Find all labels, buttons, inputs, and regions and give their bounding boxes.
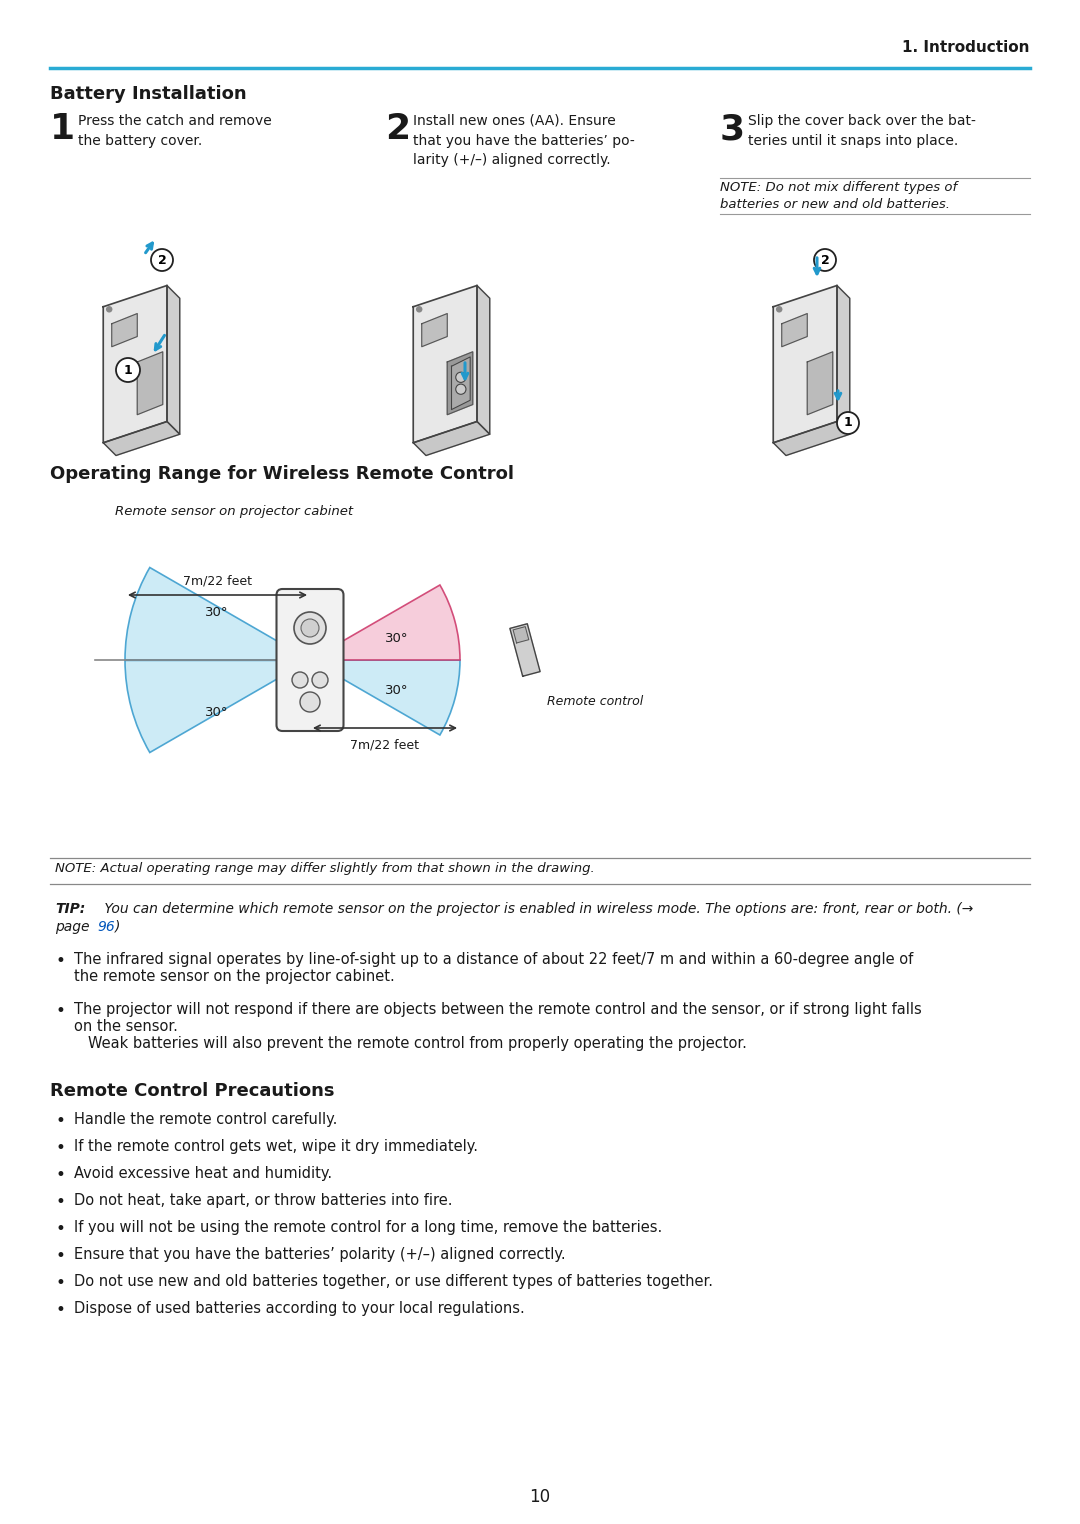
- Text: Remote sensor on projector cabinet: Remote sensor on projector cabinet: [114, 504, 353, 518]
- Polygon shape: [422, 314, 447, 346]
- Text: 3: 3: [720, 111, 745, 146]
- Text: •: •: [55, 1221, 65, 1237]
- Text: Operating Range for Wireless Remote Control: Operating Range for Wireless Remote Cont…: [50, 465, 514, 483]
- Polygon shape: [104, 422, 179, 456]
- Polygon shape: [137, 352, 163, 415]
- Text: 1: 1: [843, 416, 852, 430]
- Text: The infrared signal operates by line-of-sight up to a distance of about 22 feet/: The infrared signal operates by line-of-…: [75, 952, 914, 968]
- Circle shape: [151, 248, 173, 271]
- Circle shape: [417, 306, 422, 312]
- Circle shape: [294, 613, 326, 645]
- Polygon shape: [104, 285, 167, 443]
- Text: Do not heat, take apart, or throw batteries into fire.: Do not heat, take apart, or throw batter…: [75, 1193, 453, 1209]
- Polygon shape: [414, 285, 477, 443]
- Text: TIP:: TIP:: [55, 902, 85, 916]
- Text: •: •: [55, 1274, 65, 1292]
- Text: •: •: [55, 1001, 65, 1020]
- Text: NOTE: Do not mix different types of
batteries or new and old batteries.: NOTE: Do not mix different types of batt…: [720, 181, 957, 212]
- Circle shape: [312, 672, 328, 687]
- Wedge shape: [310, 585, 460, 660]
- Text: Remote control: Remote control: [546, 695, 644, 709]
- Circle shape: [300, 692, 320, 712]
- Text: Dispose of used batteries according to your local regulations.: Dispose of used batteries according to y…: [75, 1301, 525, 1317]
- Text: The projector will not respond if there are objects between the remote control a: The projector will not respond if there …: [75, 1001, 921, 1017]
- Text: 1: 1: [123, 364, 133, 376]
- FancyBboxPatch shape: [276, 588, 343, 732]
- Text: Ensure that you have the batteries’ polarity (+/–) aligned correctly.: Ensure that you have the batteries’ pola…: [75, 1247, 566, 1262]
- Text: Weak batteries will also prevent the remote control from properly operating the : Weak batteries will also prevent the rem…: [87, 1036, 747, 1052]
- Text: 10: 10: [529, 1487, 551, 1506]
- Text: the remote sensor on the projector cabinet.: the remote sensor on the projector cabin…: [75, 969, 395, 985]
- Circle shape: [777, 306, 782, 312]
- Text: NOTE: Actual operating range may differ slightly from that shown in the drawing.: NOTE: Actual operating range may differ …: [55, 863, 595, 875]
- Text: 2: 2: [384, 111, 410, 146]
- Wedge shape: [125, 660, 310, 753]
- Text: •: •: [55, 1301, 65, 1318]
- Wedge shape: [125, 567, 310, 660]
- Polygon shape: [414, 422, 489, 456]
- Wedge shape: [310, 660, 460, 735]
- Circle shape: [301, 619, 319, 637]
- Polygon shape: [167, 285, 179, 434]
- Text: •: •: [55, 1247, 65, 1265]
- Polygon shape: [782, 314, 807, 346]
- Polygon shape: [773, 422, 850, 456]
- Polygon shape: [510, 623, 540, 677]
- Text: Press the catch and remove
the battery cover.: Press the catch and remove the battery c…: [78, 114, 272, 148]
- Text: Remote Control Precautions: Remote Control Precautions: [50, 1082, 335, 1100]
- Polygon shape: [111, 314, 137, 346]
- Text: •: •: [55, 1193, 65, 1212]
- Text: 30°: 30°: [384, 631, 408, 645]
- Polygon shape: [451, 357, 470, 410]
- Circle shape: [814, 248, 836, 271]
- Text: 7m/22 feet: 7m/22 feet: [183, 575, 252, 587]
- Text: 2: 2: [158, 253, 166, 267]
- Polygon shape: [807, 352, 833, 415]
- Text: 2: 2: [821, 253, 829, 267]
- Text: 30°: 30°: [384, 683, 408, 696]
- Polygon shape: [447, 352, 473, 415]
- Polygon shape: [477, 285, 489, 434]
- Text: Handle the remote control carefully.: Handle the remote control carefully.: [75, 1113, 337, 1128]
- Text: If the remote control gets wet, wipe it dry immediately.: If the remote control gets wet, wipe it …: [75, 1138, 478, 1154]
- Text: 7m/22 feet: 7m/22 feet: [351, 738, 419, 751]
- Circle shape: [456, 372, 465, 383]
- Text: 30°: 30°: [205, 605, 229, 619]
- Polygon shape: [513, 626, 529, 643]
- Text: 1: 1: [50, 111, 76, 146]
- Text: 1. Introduction: 1. Introduction: [903, 40, 1030, 55]
- Text: on the sensor.: on the sensor.: [75, 1020, 178, 1033]
- Circle shape: [292, 672, 308, 687]
- Text: 96: 96: [97, 920, 114, 934]
- Polygon shape: [837, 285, 850, 434]
- Text: Do not use new and old batteries together, or use different types of batteries t: Do not use new and old batteries togethe…: [75, 1274, 713, 1289]
- Text: page: page: [55, 920, 94, 934]
- Text: Slip the cover back over the bat-
teries until it snaps into place.: Slip the cover back over the bat- teries…: [748, 114, 976, 148]
- Circle shape: [107, 306, 111, 312]
- Text: 30°: 30°: [205, 706, 229, 718]
- Text: Battery Installation: Battery Installation: [50, 85, 246, 104]
- Circle shape: [837, 411, 859, 434]
- Circle shape: [116, 358, 140, 383]
- Text: If you will not be using the remote control for a long time, remove the batterie: If you will not be using the remote cont…: [75, 1221, 662, 1234]
- Polygon shape: [773, 285, 837, 443]
- Text: •: •: [55, 1138, 65, 1157]
- Text: •: •: [55, 1166, 65, 1184]
- Text: •: •: [55, 952, 65, 969]
- Text: You can determine which remote sensor on the projector is enabled in wireless mo: You can determine which remote sensor on…: [100, 902, 973, 916]
- Text: Install new ones (AA). Ensure
that you have the batteries’ po-
larity (+/–) alig: Install new ones (AA). Ensure that you h…: [413, 114, 635, 168]
- Circle shape: [456, 384, 465, 395]
- Text: Avoid excessive heat and humidity.: Avoid excessive heat and humidity.: [75, 1166, 333, 1181]
- Text: ): ): [114, 920, 120, 934]
- Text: •: •: [55, 1113, 65, 1129]
